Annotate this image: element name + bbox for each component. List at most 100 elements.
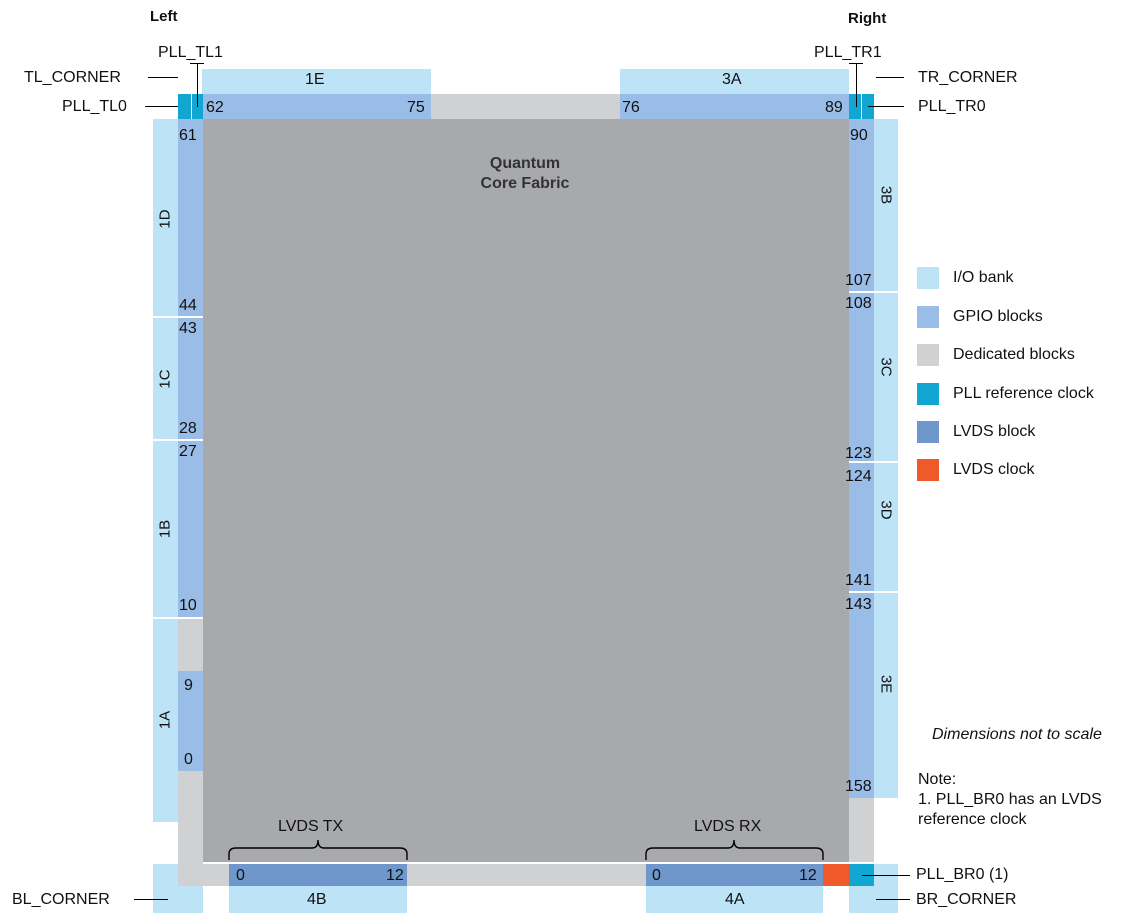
dedicated-left-bottom (178, 771, 203, 886)
io-bank-3c (874, 293, 898, 461)
dedicated-top (431, 94, 620, 119)
gpio-top-left (203, 94, 431, 119)
tr-corner-leader (876, 77, 904, 78)
gpio-num-9: 9 (184, 677, 193, 694)
pll-br0-leader (862, 875, 910, 876)
bank-label-3a: 3A (722, 71, 742, 88)
bank-label-1d: 1D (156, 209, 174, 229)
lvds-block-4b (229, 864, 407, 886)
footnote-title: Note: (918, 771, 957, 788)
gpio-num-43: 43 (179, 320, 197, 337)
io-bank-1e (202, 69, 431, 94)
bl-corner-leader (134, 899, 168, 900)
gpio-num-28: 28 (179, 420, 197, 437)
bank-label-1b: 1B (156, 519, 174, 539)
lvds-num-12-4a: 12 (799, 867, 817, 884)
legend-label-lvds-clock: LVDS clock (953, 461, 1035, 478)
gpio-num-124: 124 (845, 468, 872, 485)
pll-tl1-leader-v (197, 63, 198, 107)
pll-tr1-leader-v (856, 63, 857, 107)
io-bank-1b (153, 441, 178, 617)
br-corner-leader (876, 899, 910, 900)
legend-label-pll-ref: PLL reference clock (953, 385, 1094, 402)
dedicated-bottom-mid (407, 864, 646, 886)
bank-label-3b: 3B (877, 185, 895, 205)
io-bank-bl-corner (153, 864, 178, 886)
legend-swatch-lvds-clock (917, 459, 939, 481)
io-bank-3d (874, 463, 898, 591)
gpio-num-141: 141 (845, 572, 872, 589)
callout-bl-corner: BL_CORNER (12, 891, 110, 908)
gpio-num-0-left: 0 (184, 751, 193, 768)
bank-label-3d: 3D (877, 500, 895, 520)
gpio-num-10: 10 (179, 597, 197, 614)
gpio-left-1c (178, 318, 203, 439)
dedicated-right-bottom (849, 798, 874, 862)
lvds-rx-label: LVDS RX (694, 818, 762, 835)
dedicated-left-1a (178, 619, 203, 671)
legend-label-dedicated: Dedicated blocks (953, 346, 1075, 363)
tl-corner-leader (148, 77, 178, 78)
gpio-num-62: 62 (206, 99, 224, 116)
lvds-clock-block (823, 864, 849, 886)
legend-swatch-io-bank (917, 267, 939, 289)
bank-label-4b: 4B (307, 891, 327, 908)
core-label-line2: Core Fabric (480, 175, 570, 192)
gpio-left-1a (178, 671, 203, 771)
pll-tl0-block (178, 94, 191, 119)
legend-label-io-bank: I/O bank (953, 269, 1014, 286)
bank-label-3e: 3E (877, 674, 895, 694)
gpio-right-3e (849, 593, 874, 798)
legend-label-gpio: GPIO blocks (953, 308, 1043, 325)
io-bank-1d (153, 119, 178, 316)
lvds-num-12-4b: 12 (386, 867, 404, 884)
legend-swatch-pll-ref (917, 383, 939, 405)
dedicated-bottom-left (203, 864, 229, 886)
pll-tr1-block (849, 94, 861, 119)
callout-pll-tl0: PLL_TL0 (62, 98, 127, 115)
io-bank-3b (874, 119, 898, 291)
gpio-num-76: 76 (622, 99, 640, 116)
pll-tr0-leader (868, 106, 904, 107)
callout-br-corner: BR_CORNER (916, 891, 1017, 908)
footnote-line2: reference clock (918, 811, 1027, 828)
io-bank-1c (153, 318, 178, 439)
callout-tl-corner: TL_CORNER (24, 69, 121, 86)
core-fabric (203, 119, 849, 862)
gpio-num-123: 123 (845, 445, 872, 462)
bank-label-1a: 1A (156, 710, 174, 730)
gpio-right-3d (849, 463, 874, 591)
gpio-num-44: 44 (179, 297, 197, 314)
callout-pll-br0: PLL_BR0 (1) (916, 866, 1009, 883)
callout-pll-tr0: PLL_TR0 (918, 98, 986, 115)
lvds-num-0-4b: 0 (236, 867, 245, 884)
gpio-num-61: 61 (179, 127, 197, 144)
core-fabric-label: Quantum Core Fabric (440, 154, 610, 194)
callout-tr-corner: TR_CORNER (918, 69, 1018, 86)
right-header: Right (848, 10, 887, 27)
bank-label-3c: 3C (877, 357, 895, 377)
gpio-num-89: 89 (825, 99, 843, 116)
gpio-left-1d (178, 119, 203, 316)
io-bank-3e (874, 593, 898, 798)
gpio-right-3b (849, 119, 874, 291)
bank-label-1c: 1C (156, 369, 174, 389)
bank-label-1e: 1E (305, 71, 325, 88)
gpio-num-158: 158 (845, 778, 872, 795)
gpio-num-107: 107 (845, 272, 872, 289)
lvds-tx-label: LVDS TX (278, 818, 344, 835)
legend-swatch-lvds-block (917, 421, 939, 443)
scale-note: Dimensions not to scale (932, 726, 1102, 743)
gpio-left-1b (178, 441, 203, 617)
gpio-num-90: 90 (850, 127, 868, 144)
left-header: Left (150, 8, 178, 25)
io-bank-3a (620, 69, 849, 94)
gpio-top-right (620, 94, 849, 119)
gpio-num-27: 27 (179, 443, 197, 460)
io-bank-4a (646, 886, 823, 913)
legend-label-lvds-block: LVDS block (953, 423, 1036, 440)
legend-swatch-dedicated (917, 344, 939, 366)
gpio-num-143: 143 (845, 596, 872, 613)
lvds-num-0-4a: 0 (652, 867, 661, 884)
callout-pll-tr1: PLL_TR1 (814, 44, 882, 61)
